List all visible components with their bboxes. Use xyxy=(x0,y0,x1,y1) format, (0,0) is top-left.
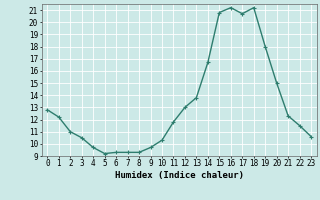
X-axis label: Humidex (Indice chaleur): Humidex (Indice chaleur) xyxy=(115,171,244,180)
